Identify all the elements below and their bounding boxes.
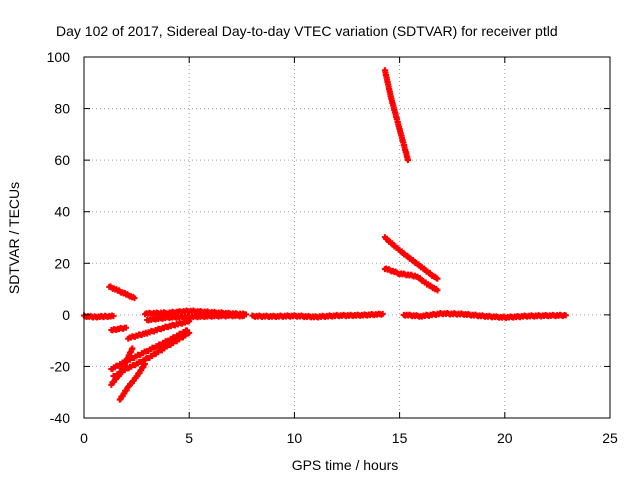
- data-series: [400, 310, 569, 322]
- x-tick-label: 25: [602, 430, 618, 446]
- y-tick-label: 100: [47, 49, 71, 65]
- data-series: [108, 345, 136, 388]
- data-point: [123, 324, 130, 331]
- x-tick-label: 15: [392, 430, 408, 446]
- grid-lines: [84, 57, 610, 418]
- data-point: [379, 310, 386, 317]
- chart-title: Day 102 of 2017, Sidereal Day-to-day VTE…: [56, 23, 558, 39]
- data-point: [240, 312, 247, 319]
- data-point: [434, 287, 441, 294]
- plot-frame: [83, 56, 611, 419]
- data-series: [108, 327, 191, 373]
- data-series: [81, 312, 117, 321]
- data-point: [110, 313, 117, 320]
- data-series: [116, 360, 149, 403]
- x-axis-label: GPS time / hours: [292, 457, 399, 473]
- data-series: [108, 324, 130, 334]
- data-series: [142, 307, 250, 318]
- y-tick-label: 20: [54, 255, 70, 271]
- y-axis-label: SDTVAR / TECUs: [6, 182, 22, 294]
- data-point: [131, 295, 138, 302]
- x-tick-label: 20: [497, 430, 513, 446]
- data-series: [381, 265, 441, 294]
- data-point: [186, 329, 193, 336]
- data-point: [562, 312, 569, 319]
- y-tick-label: 80: [54, 101, 70, 117]
- x-tick-label: 0: [80, 430, 88, 446]
- y-tick-label: 40: [54, 204, 70, 220]
- axis-ticks: 0 5 10 15 20 25 -40 -20 0 20 40 60 80 100: [47, 49, 618, 446]
- data-point: [405, 157, 412, 164]
- data-series: [381, 67, 412, 164]
- data-marks: [81, 67, 569, 403]
- x-tick-label: 5: [185, 430, 193, 446]
- data-point: [434, 275, 441, 282]
- y-tick-label: -20: [50, 358, 70, 374]
- data-series: [144, 311, 247, 324]
- data-point: [129, 345, 136, 352]
- y-tick-label: 0: [62, 307, 70, 323]
- data-series: [249, 310, 386, 321]
- data-series: [106, 283, 138, 302]
- x-tick-label: 10: [287, 430, 303, 446]
- data-series: [381, 234, 441, 282]
- y-tick-label: -40: [50, 410, 70, 426]
- data-point: [142, 360, 149, 367]
- data-series: [125, 318, 193, 342]
- y-tick-label: 60: [54, 152, 70, 168]
